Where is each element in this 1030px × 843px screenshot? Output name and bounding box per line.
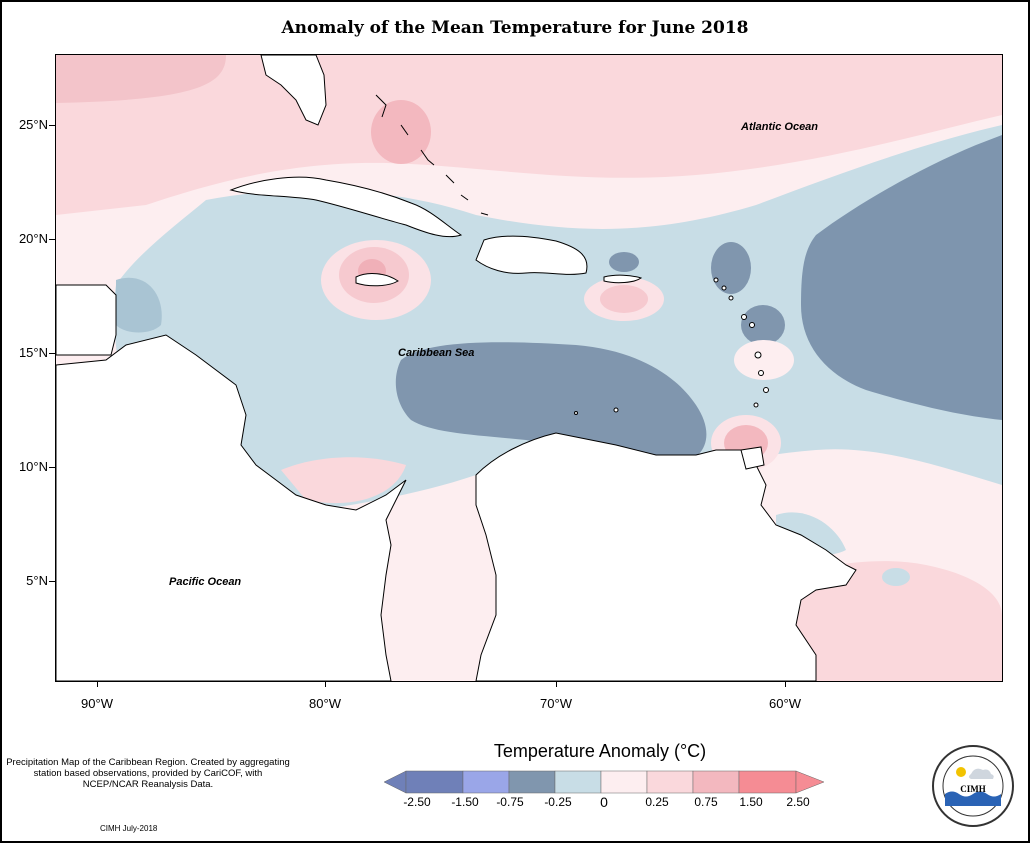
legend-label: 2.50: [786, 795, 810, 809]
lat-tick: [49, 353, 55, 354]
waves-icon: [945, 791, 1001, 806]
lon-tick: [556, 681, 557, 687]
anomaly-northwest-warm: [56, 55, 226, 103]
map-credit: CIMH July-2018: [100, 824, 158, 833]
colorbar-segment: [405, 770, 464, 794]
colorbar-high-arrow: [795, 770, 825, 794]
legend-label: 0.25: [645, 795, 669, 809]
legend-label: 0: [600, 794, 608, 810]
caribbean-sea-label: Caribbean Sea: [398, 347, 475, 359]
legend-label: 1.50: [739, 795, 763, 809]
lat-label-20n: 20°N: [18, 231, 48, 246]
lat-tick: [49, 125, 55, 126]
legend-label: -0.75: [496, 795, 524, 809]
colorbar-segment: [646, 770, 694, 794]
colorbar-segment: [738, 770, 797, 794]
land-florida: [260, 55, 327, 126]
legend-label: -2.50: [403, 795, 431, 809]
lon-label-60w: 60°W: [769, 696, 801, 711]
anomaly-puertorico-warm: [600, 285, 648, 313]
anomaly-guianas-cool: [882, 568, 910, 586]
cloud-icon: [969, 768, 994, 779]
logo-text: CIMH: [960, 784, 986, 794]
legend-label: -0.25: [544, 795, 572, 809]
lat-tick: [49, 239, 55, 240]
anomaly-guianas-warm: [756, 561, 1002, 681]
anomaly-puertorico-cold: [609, 252, 639, 272]
pacific-ocean-label: Pacific Ocean: [169, 576, 242, 588]
land-bahamas: [375, 94, 489, 216]
lat-label-5n: 5°N: [26, 573, 48, 588]
map-description: Precipitation Map of the Caribbean Regio…: [6, 757, 290, 790]
land-trinidad: [740, 446, 765, 470]
lon-label-70w: 70°W: [540, 696, 572, 711]
lon-label-80w: 80°W: [309, 696, 341, 711]
land-cuba: [229, 176, 463, 238]
cimh-logo: CIMH: [932, 745, 1014, 827]
legend-label: 0.75: [694, 795, 718, 809]
lon-tick: [325, 681, 326, 687]
anomaly-barbados-neutral: [734, 340, 794, 380]
land-south-america: [475, 432, 857, 681]
land-central-america: [56, 334, 407, 681]
anomaly-belize-cool: [116, 277, 162, 333]
colorbar-segment: [462, 770, 510, 794]
colorbar-segment: [554, 770, 602, 794]
colorbar: [384, 770, 825, 794]
anomaly-leeward-cold: [711, 242, 751, 294]
lon-label-90w: 90°W: [81, 696, 113, 711]
lon-tick: [97, 681, 98, 687]
land-jamaica: [355, 273, 399, 287]
map-canvas: [56, 55, 1002, 681]
colorbar-segment: [508, 770, 556, 794]
anomaly-windward-cold: [741, 305, 785, 345]
lat-tick: [49, 581, 55, 582]
colorbar-segment: [692, 770, 740, 794]
anomaly-caribbean-cold: [395, 342, 707, 466]
lat-label-15n: 15°N: [18, 345, 48, 360]
land-puerto-rico: [603, 274, 643, 284]
legend-title: Temperature Anomaly (°C): [493, 741, 707, 761]
lat-label-25n: 25°N: [18, 117, 48, 132]
anomaly-map: Atlantic Ocean Caribbean Sea Pacific Oce…: [55, 54, 1003, 682]
colorbar-low-arrow: [384, 770, 407, 794]
sun-icon: [956, 767, 966, 777]
legend-label: -1.50: [451, 795, 479, 809]
anomaly-atlantic-cold: [801, 135, 1002, 420]
lat-label-10n: 10°N: [18, 459, 48, 474]
anomaly-bahamas-warm: [371, 100, 431, 164]
colorbar-segment: [600, 770, 648, 794]
land-yucatan: [56, 284, 117, 356]
anomaly-panama-warm: [281, 457, 406, 504]
lat-tick: [49, 467, 55, 468]
map-title: Anomaly of the Mean Temperature for June…: [281, 18, 749, 38]
land-lesser-antilles: [574, 277, 769, 415]
lon-tick: [785, 681, 786, 687]
land-hispaniola: [475, 235, 588, 275]
atlantic-ocean-label: Atlantic Ocean: [741, 121, 819, 133]
